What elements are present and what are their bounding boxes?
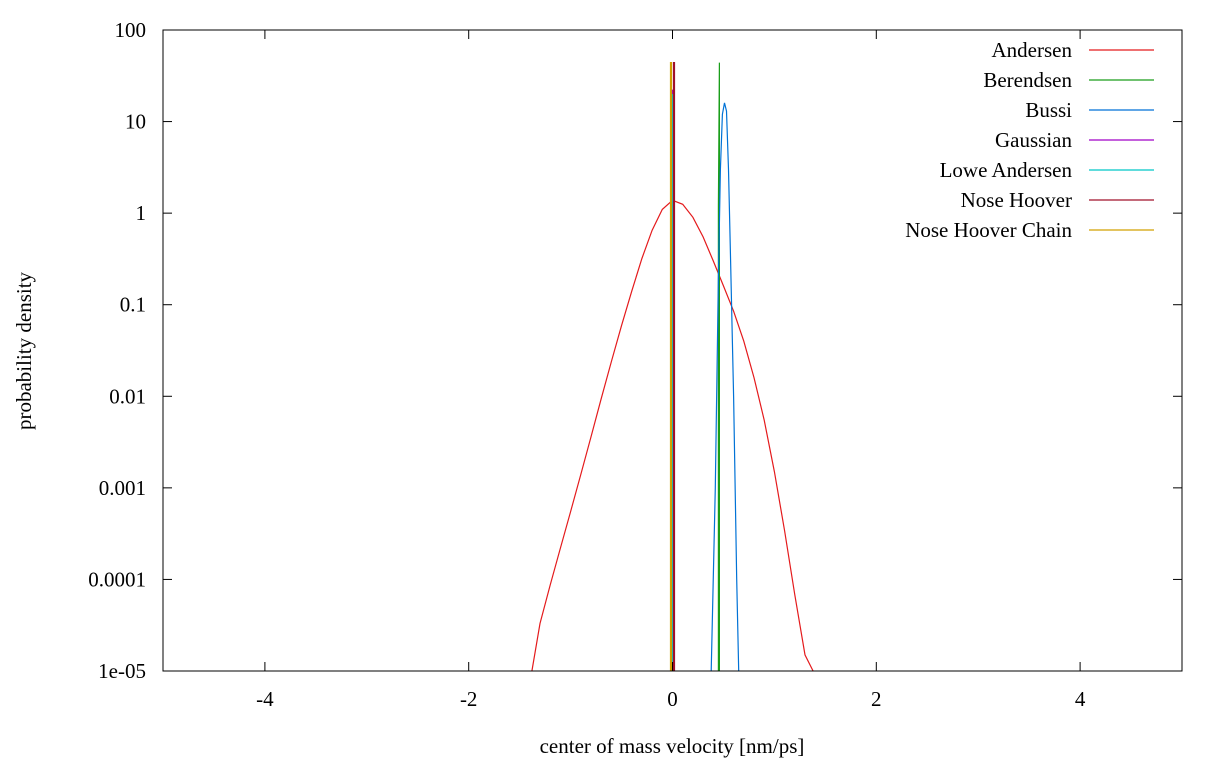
legend-item-bussi: Bussi — [1025, 98, 1154, 122]
legend-label: Gaussian — [995, 128, 1072, 152]
series-line-berendsen — [717, 62, 721, 671]
x-tick-label: 0 — [667, 687, 678, 711]
y-tick-label: 0.1 — [120, 293, 146, 317]
x-tick-label: 4 — [1075, 687, 1086, 711]
x-axis-label: center of mass velocity [nm/ps] — [540, 734, 805, 758]
legend-label: Lowe Andersen — [940, 158, 1073, 182]
series-line-nose-hoover — [672, 61, 676, 671]
y-tick-label: 1 — [136, 201, 147, 225]
y-tick-label: 1e-05 — [98, 659, 146, 683]
legend-label: Bussi — [1025, 98, 1072, 122]
legend-item-nose-hoover: Nose Hoover — [961, 188, 1154, 212]
legend-label: Andersen — [992, 38, 1073, 62]
y-tick-label: 0.0001 — [88, 567, 146, 591]
legend: Andersen Berendsen Bussi Gaussian Lowe Ander… — [905, 38, 1154, 242]
legend-item-andersen: Andersen — [992, 38, 1154, 62]
series-line-nose-hoover-chain — [669, 61, 673, 671]
y-axis-label: probability density — [12, 271, 36, 430]
x-tick-label: -2 — [460, 687, 478, 711]
legend-label: Nose Hoover Chain — [905, 218, 1072, 242]
legend-item-nose-hoover-chain: Nose Hoover Chain — [905, 218, 1154, 242]
x-tick-label: -4 — [256, 687, 274, 711]
x-tick-label: 2 — [871, 687, 882, 711]
legend-item-gaussian: Gaussian — [995, 128, 1154, 152]
legend-item-berendsen: Berendsen — [983, 68, 1154, 92]
legend-label: Berendsen — [983, 68, 1072, 92]
y-tick-label: 0.001 — [99, 476, 146, 500]
series-layer — [531, 61, 814, 672]
y-tick-label: 10 — [125, 110, 146, 134]
legend-label: Nose Hoover — [961, 188, 1072, 212]
y-tick-label: 100 — [115, 18, 147, 42]
ticks-layer: -4 -2 0 2 4 1e-05 0.0001 0.001 0.01 0.1 1 10 100 — [88, 18, 1182, 711]
series-line-bussi — [710, 102, 740, 672]
y-tick-label: 0.01 — [109, 384, 146, 408]
legend-item-lowe-andersen: Lowe Andersen — [940, 158, 1154, 182]
